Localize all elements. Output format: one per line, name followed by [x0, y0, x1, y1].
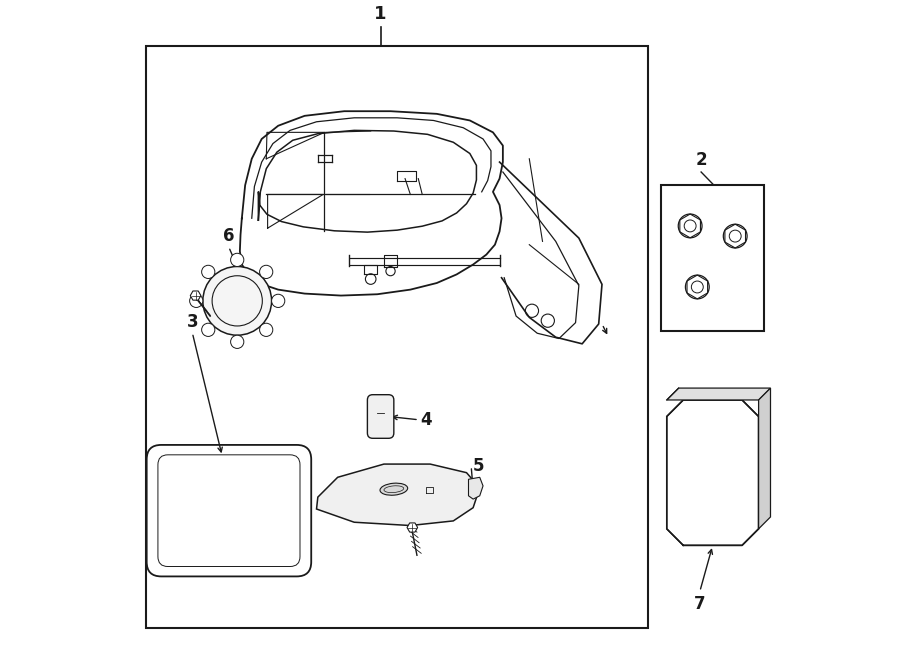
Circle shape	[259, 323, 273, 336]
FancyBboxPatch shape	[147, 445, 311, 576]
FancyBboxPatch shape	[367, 395, 394, 438]
Text: 4: 4	[420, 410, 432, 429]
Text: 5: 5	[473, 457, 484, 475]
Polygon shape	[469, 477, 483, 499]
Polygon shape	[190, 291, 201, 300]
Circle shape	[724, 224, 747, 248]
Text: 2: 2	[696, 151, 706, 169]
Polygon shape	[667, 388, 770, 400]
Polygon shape	[407, 523, 418, 532]
Circle shape	[272, 294, 284, 307]
Circle shape	[202, 266, 272, 335]
Polygon shape	[759, 388, 770, 529]
Text: 3: 3	[186, 313, 198, 330]
Circle shape	[679, 214, 702, 238]
Circle shape	[202, 323, 215, 336]
Text: 1: 1	[374, 5, 387, 23]
Polygon shape	[667, 400, 759, 545]
Circle shape	[259, 265, 273, 278]
Ellipse shape	[380, 483, 408, 495]
Circle shape	[202, 265, 215, 278]
Text: 6: 6	[223, 227, 234, 245]
Circle shape	[686, 275, 709, 299]
Bar	[662, 185, 764, 330]
Circle shape	[230, 335, 244, 348]
Polygon shape	[317, 464, 480, 525]
Text: 7: 7	[694, 595, 706, 613]
Bar	[146, 46, 648, 628]
Circle shape	[230, 253, 244, 266]
Circle shape	[190, 294, 203, 307]
FancyBboxPatch shape	[158, 455, 300, 566]
